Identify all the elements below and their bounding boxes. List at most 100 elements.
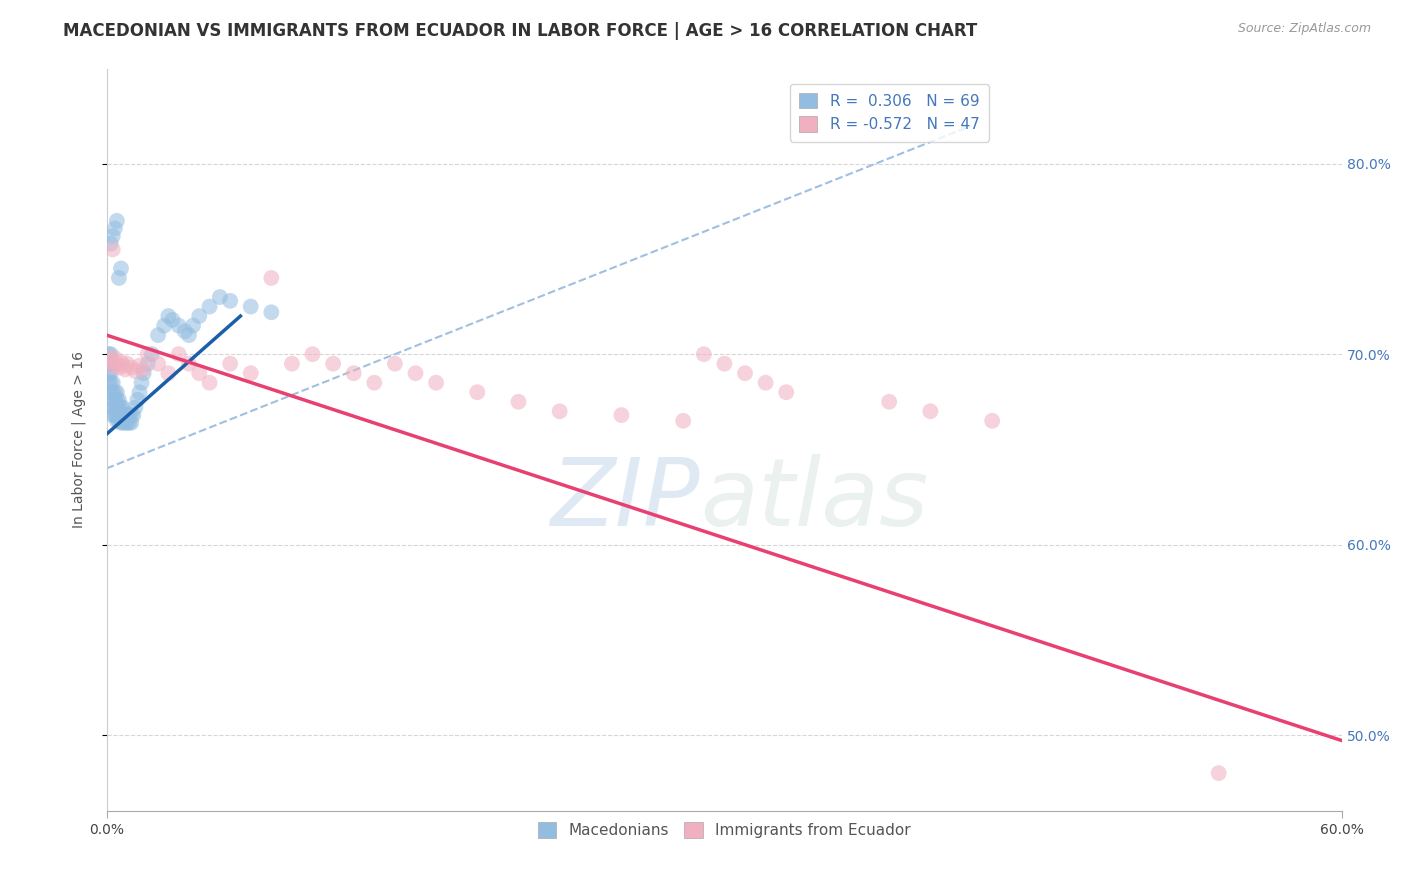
Point (132, 366, 155, 380)
Point (108, 392, 131, 407)
Point (981, 414, 1004, 428)
Point (112, 401, 135, 415)
Point (322, 357, 344, 371)
Point (108, 271, 131, 285)
Point (384, 357, 406, 371)
Point (465, 385, 488, 400)
Point (508, 394, 530, 409)
Point (131, 376, 153, 390)
Point (97, 366, 120, 380)
Point (260, 305, 283, 319)
Legend: Macedonians, Immigrants from Ecuador: Macedonians, Immigrants from Ecuador (531, 816, 917, 845)
Point (713, 357, 735, 371)
Point (114, 408, 136, 422)
Point (118, 416, 141, 430)
Point (100, 355, 122, 369)
Point (157, 309, 180, 323)
Point (105, 385, 128, 400)
Point (167, 318, 190, 333)
Point (136, 347, 159, 361)
Point (100, 376, 122, 390)
Point (115, 408, 138, 422)
Point (124, 401, 146, 415)
Point (128, 385, 150, 400)
Point (136, 357, 159, 371)
Point (198, 376, 221, 390)
Point (110, 408, 132, 422)
Point (101, 408, 124, 422)
Point (693, 347, 716, 361)
Point (115, 357, 138, 371)
Point (162, 313, 184, 327)
Point (672, 414, 695, 428)
Point (239, 300, 262, 314)
Point (100, 236, 122, 251)
Point (132, 362, 155, 376)
Point (108, 401, 131, 415)
Point (122, 408, 145, 422)
Point (97, 351, 120, 365)
Point (198, 300, 221, 314)
Point (108, 360, 131, 375)
Point (104, 401, 127, 415)
Point (100, 347, 122, 361)
Point (153, 318, 176, 333)
Point (100, 366, 122, 380)
Point (920, 404, 942, 418)
Point (105, 401, 128, 415)
Point (120, 408, 142, 422)
Point (104, 392, 127, 407)
Point (105, 357, 128, 371)
Text: MACEDONIAN VS IMMIGRANTS FROM ECUADOR IN LABOR FORCE | AGE > 16 CORRELATION CHAR: MACEDONIAN VS IMMIGRANTS FROM ECUADOR IN… (63, 22, 977, 40)
Text: atlas: atlas (700, 454, 928, 545)
Point (188, 366, 211, 380)
Point (239, 366, 262, 380)
Point (128, 359, 150, 373)
Point (177, 328, 200, 343)
Point (141, 347, 163, 361)
Point (173, 324, 195, 338)
Point (157, 366, 180, 380)
Point (112, 416, 135, 430)
Point (100, 385, 122, 400)
Point (101, 385, 124, 400)
Point (208, 290, 231, 304)
Point (146, 357, 169, 371)
Point (405, 366, 427, 380)
Point (110, 401, 132, 415)
Point (775, 385, 797, 400)
Point (219, 357, 242, 371)
Point (100, 357, 122, 371)
Point (260, 271, 283, 285)
Point (219, 293, 242, 308)
Point (755, 376, 778, 390)
Point (127, 392, 149, 407)
Point (610, 408, 633, 422)
Y-axis label: In Labor Force | Age > 16: In Labor Force | Age > 16 (72, 351, 86, 528)
Point (120, 360, 142, 375)
Point (97, 347, 120, 361)
Point (97, 357, 120, 371)
Point (1208, 766, 1230, 780)
Point (177, 357, 200, 371)
Point (101, 359, 124, 373)
Point (188, 309, 211, 323)
Point (105, 392, 128, 407)
Point (734, 366, 756, 380)
Point (120, 416, 142, 430)
Point (101, 401, 124, 415)
Point (110, 261, 132, 276)
Point (118, 408, 141, 422)
Point (105, 408, 128, 422)
Point (114, 416, 136, 430)
Point (425, 376, 447, 390)
Point (343, 366, 366, 380)
Point (101, 229, 124, 244)
Point (97, 376, 120, 390)
Point (101, 243, 124, 257)
Point (146, 328, 169, 343)
Point (110, 355, 132, 369)
Point (281, 357, 304, 371)
Point (548, 404, 571, 418)
Point (108, 408, 131, 422)
